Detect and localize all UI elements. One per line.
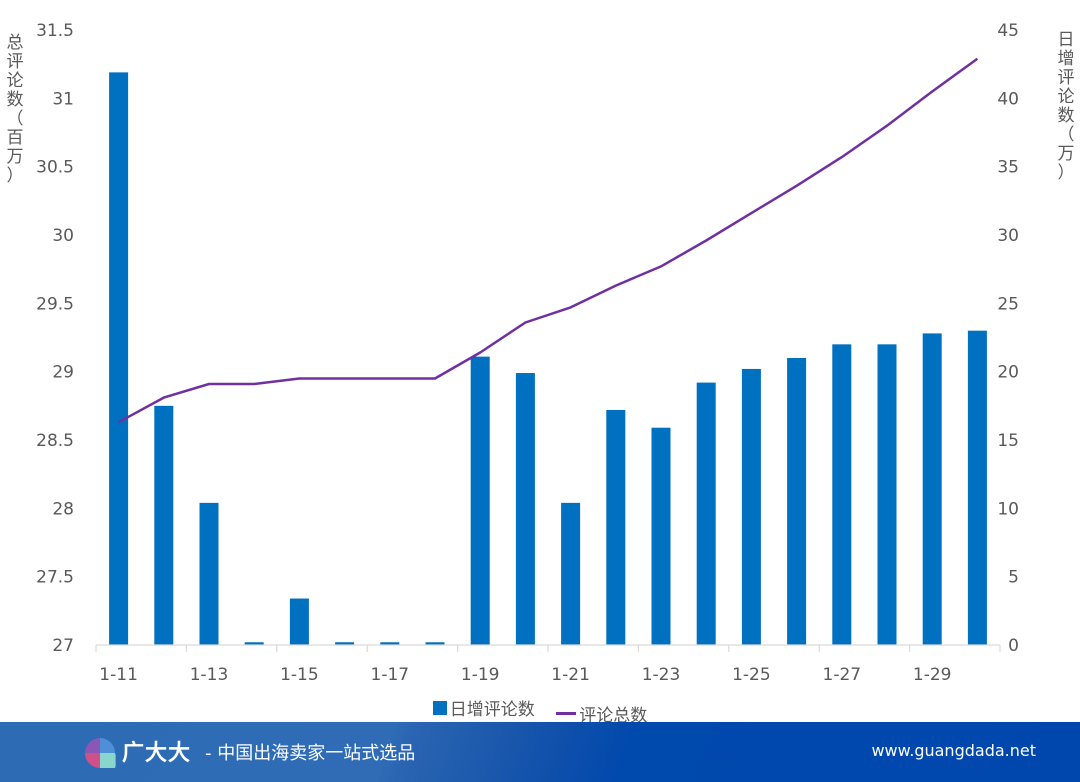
legend-line-label: 评论总数 — [579, 705, 648, 726]
right-tick-label: 45 — [997, 21, 1019, 41]
bar — [154, 405, 174, 645]
x-tick-label: 1-25 — [732, 665, 771, 685]
x-tick-label: 1-23 — [642, 665, 681, 685]
x-tick-label: 1-15 — [280, 665, 319, 685]
x-tick-label: 1-27 — [823, 665, 862, 685]
bar — [922, 333, 942, 645]
left-tick-label: 27.5 — [36, 568, 74, 588]
bar — [561, 502, 581, 645]
bar — [470, 356, 490, 645]
bar — [199, 502, 219, 645]
bar — [967, 330, 987, 645]
legend-bar-label: 日增评论数 — [449, 700, 535, 720]
x-tick-label: 1-19 — [461, 665, 500, 685]
right-tick-label: 25 — [997, 294, 1019, 314]
x-tick-label: 1-21 — [551, 665, 590, 685]
bar-swatch-icon — [432, 700, 447, 715]
left-tick-label: 31.5 — [36, 21, 74, 41]
footer-banner: 广大大 - 中国出海卖家一站式选品 www.guangdada.net — [0, 722, 1080, 782]
left-tick-label: 27 — [52, 636, 74, 656]
bar — [741, 368, 761, 645]
left-tick-label: 29 — [52, 363, 74, 383]
bar — [244, 642, 264, 645]
x-tick-label: 1-17 — [371, 665, 410, 685]
line-swatch-icon — [556, 711, 577, 715]
bar — [696, 382, 716, 645]
left-axis-ticks: 27 27.5 28 28.5 29 29.5 30 30.5 31 31.5 — [36, 21, 74, 656]
legend: 日增评论数 评论总数 — [0, 695, 1080, 726]
right-axis-ticks: 0 5 10 15 20 25 30 35 40 45 — [997, 21, 1019, 656]
right-tick-label: 35 — [997, 158, 1019, 178]
bar — [335, 642, 355, 645]
right-tick-label: 0 — [1008, 636, 1019, 656]
website-link[interactable]: www.guangdada.net — [871, 741, 1036, 760]
right-tick-label: 40 — [997, 89, 1019, 109]
bar — [606, 409, 626, 645]
bar — [380, 642, 400, 645]
x-tick-label: 1-29 — [913, 665, 952, 685]
x-tick-label: 1-11 — [99, 665, 138, 685]
right-tick-label: 20 — [997, 363, 1019, 383]
brand-slogan: - 中国出海卖家一站式选品 — [205, 743, 416, 764]
bar — [515, 373, 535, 645]
bar — [832, 344, 852, 645]
brand-name: 广大大 — [122, 741, 192, 766]
right-tick-label: 10 — [997, 499, 1019, 519]
right-tick-label: 30 — [997, 226, 1019, 246]
bar — [787, 358, 807, 645]
left-tick-label: 31 — [52, 89, 74, 109]
guangdada-logo-icon — [85, 738, 116, 768]
right-tick-label: 15 — [997, 431, 1019, 451]
legend-item-bar: 日增评论数 — [432, 695, 535, 720]
left-tick-label: 30.5 — [36, 158, 74, 178]
left-tick-label: 30 — [52, 226, 74, 246]
left-tick-label: 29.5 — [36, 294, 74, 314]
bar-series — [109, 72, 987, 645]
combo-chart: 27 27.5 28 28.5 29 29.5 30 30.5 31 31.5 0 5 10 15 20 2… — [7, 21, 1075, 685]
x-tick-label: 1-13 — [190, 665, 229, 685]
left-tick-label: 28 — [52, 499, 74, 519]
legend-item-line: 评论总数 — [556, 701, 647, 726]
bar — [877, 344, 897, 645]
left-axis-title: 总评论数（百万） — [7, 33, 24, 186]
right-axis-title: 日增评论数（万） — [1058, 30, 1075, 183]
line-series — [118, 57, 979, 424]
x-axis-ticks: 1-11 1-13 1-15 1-17 1-19 1-21 1-23 1-25 1-27 1-29 — [95, 645, 1001, 685]
bar — [651, 427, 671, 645]
bar — [109, 72, 129, 645]
bar — [425, 642, 445, 645]
bar — [289, 598, 309, 645]
right-tick-label: 5 — [1008, 568, 1019, 588]
left-tick-label: 28.5 — [36, 431, 74, 451]
